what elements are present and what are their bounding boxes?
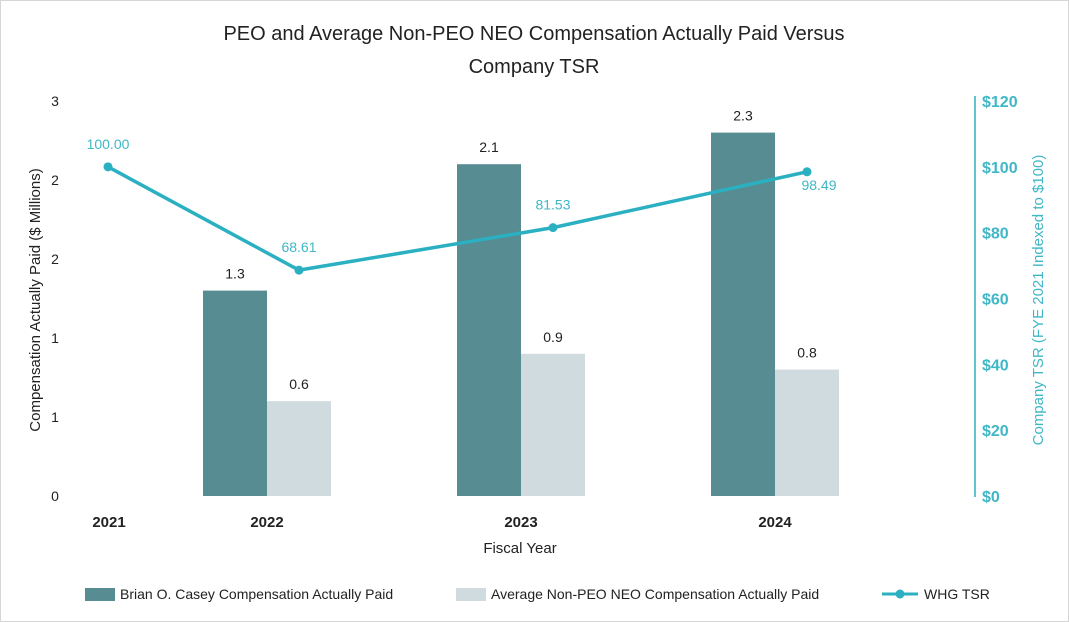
x-axis-label: Fiscal Year: [483, 540, 556, 557]
legend-swatch-peo: [85, 588, 115, 601]
y-tick-label: 1: [51, 409, 59, 425]
y2-tick-label: $80: [982, 226, 1009, 243]
bar-data-label: 1.3: [225, 266, 245, 282]
x-tick-label: 2022: [250, 514, 283, 531]
y-tick-label: 0: [51, 488, 59, 504]
legend-label-tsr: WHG TSR: [924, 586, 990, 602]
bar-data-label: 2.3: [733, 108, 753, 124]
y-axis-label: Compensation Actually Paid ($ Millions): [27, 168, 44, 431]
tsr-data-label: 100.00: [87, 136, 130, 152]
bar-peo: [203, 290, 267, 496]
y2-axis-label: Company TSR (FYE 2021 Indexed to $100): [1030, 155, 1047, 446]
y2-tick-label: $20: [982, 423, 1009, 440]
bar-neo: [775, 369, 839, 496]
tsr-line: [107, 165, 808, 272]
chart-title-line-2: Company TSR: [469, 56, 600, 78]
bar-data-label: 0.8: [797, 345, 817, 361]
y2-tick-label: $40: [982, 357, 1009, 374]
x-tick-label: 2023: [504, 514, 537, 531]
bar-data-label: 0.9: [543, 329, 563, 345]
bar-peo: [457, 164, 521, 496]
legend-label-peo: Brian O. Casey Compensation Actually Pai…: [120, 586, 393, 602]
y-tick-label: 3: [51, 93, 59, 109]
bar-data-label: 0.6: [289, 376, 309, 392]
y2-tick-label: $0: [982, 489, 1000, 506]
y-tick-label: 1: [51, 330, 59, 346]
y2-tick-label: $60: [982, 292, 1009, 309]
tsr-point: [548, 223, 558, 233]
legend-label-neo: Average Non-PEO NEO Compensation Actuall…: [491, 586, 819, 602]
x-tick-label: 2021: [92, 514, 125, 531]
tsr-point: [802, 167, 812, 177]
tsr-point: [103, 162, 113, 172]
chart-title-line-1: PEO and Average Non-PEO NEO Compensation…: [223, 23, 844, 45]
tsr-data-label: 98.49: [801, 177, 836, 193]
legend: Brian O. Casey Compensation Actually Pai…: [85, 586, 990, 602]
legend-marker-tsr: [895, 589, 905, 599]
x-tick-label: 2024: [758, 514, 792, 531]
y-tick-label: 2: [51, 172, 59, 188]
tsr-data-label: 81.53: [535, 197, 570, 213]
bar-neo: [521, 353, 585, 496]
tsr-point: [294, 265, 304, 275]
y2-tick-label: $120: [982, 94, 1018, 111]
bar-data-label: 2.1: [479, 139, 499, 155]
y2-tick-label: $100: [982, 160, 1018, 177]
legend-swatch-neo: [456, 588, 486, 601]
y-tick-label: 2: [51, 251, 59, 267]
bar-neo: [267, 401, 331, 496]
tsr-data-label: 68.61: [281, 239, 316, 255]
bar-peo: [711, 132, 775, 496]
